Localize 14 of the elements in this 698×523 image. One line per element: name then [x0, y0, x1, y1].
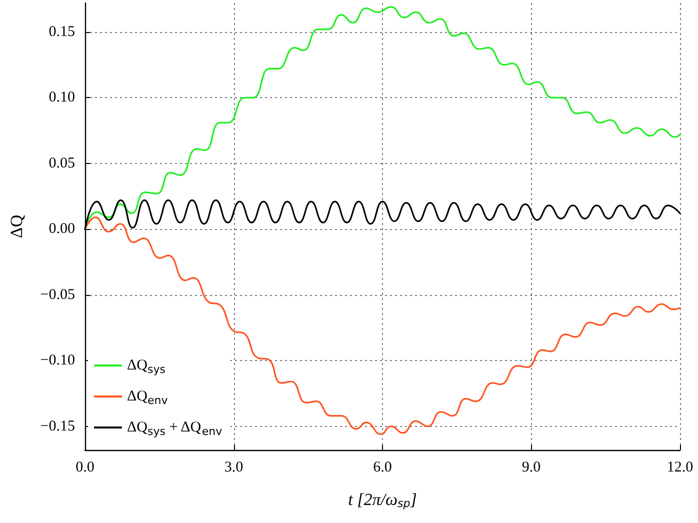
line-series — [84, 216, 681, 436]
x-tick-label: 0.0 — [76, 460, 94, 476]
y-tick-label: 0.15 — [48, 24, 75, 40]
x-tick-label: 3.0 — [224, 460, 244, 476]
y-tick-label: 0.00 — [48, 221, 75, 238]
x-tick-label: 9.0 — [522, 460, 541, 476]
y-axis-title: ΔQ — [7, 214, 26, 238]
y-tick-label: −0.05 — [40, 286, 75, 303]
y-tick-label: 0.10 — [48, 90, 75, 106]
y-tick-label: 0.05 — [48, 155, 75, 172]
x-tick-label: 6.0 — [373, 460, 392, 476]
y-tick-label: −0.10 — [40, 352, 75, 369]
x-tick-label: 12.0 — [666, 460, 694, 476]
y-tick-label: −0.15 — [40, 418, 75, 434]
